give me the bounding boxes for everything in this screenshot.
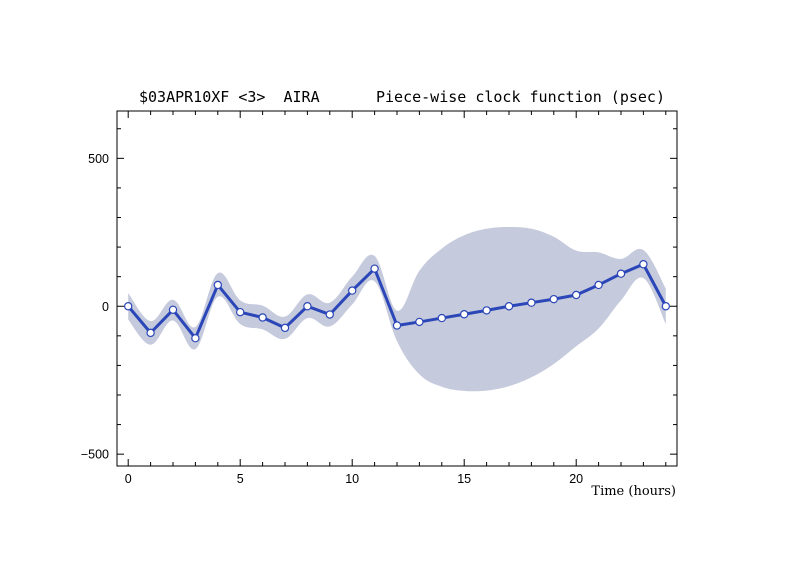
data-point	[415, 317, 424, 327]
data-point	[616, 269, 626, 278]
data-point	[168, 305, 178, 314]
data-point	[549, 294, 559, 304]
data-point	[213, 280, 222, 290]
data-point	[303, 302, 312, 311]
data-point	[325, 310, 334, 319]
data-point	[572, 290, 581, 300]
x-tick-label: 10	[345, 472, 359, 486]
y-tick-label: −500	[81, 448, 109, 462]
data-point	[280, 323, 290, 333]
data-point	[191, 334, 200, 343]
data-point	[460, 310, 469, 319]
uncertainty-band-layer	[128, 226, 666, 392]
chart-title-left: $03APR10XF <3> AIRA	[139, 88, 320, 106]
data-point	[661, 302, 671, 311]
data-point	[527, 298, 536, 307]
data-point	[504, 302, 514, 311]
data-point	[370, 264, 379, 273]
x-tick-label: 0	[125, 472, 132, 486]
x-tick-label: 15	[457, 472, 471, 486]
data-point	[392, 321, 402, 330]
x-tick-label: 20	[569, 472, 583, 486]
x-axis-label: Time (hours)	[591, 484, 676, 499]
data-point	[482, 306, 491, 315]
data-point	[123, 302, 133, 311]
data-point	[258, 313, 267, 322]
axis-tick-labels: 0 5 10 15 20 −500 0 500	[81, 152, 583, 486]
data-point	[146, 328, 155, 338]
y-tick-label: 0	[102, 300, 109, 314]
x-tick-label: 5	[237, 472, 244, 486]
data-point	[348, 286, 357, 295]
y-tick-label: 500	[88, 152, 109, 166]
chart-title-right: Piece-wise clock function (psec)	[376, 88, 665, 106]
data-point	[639, 260, 648, 269]
uncertainty-band	[128, 226, 666, 392]
data-point-layer	[123, 260, 671, 343]
data-point	[437, 313, 446, 323]
data-point	[594, 280, 603, 290]
data-point	[235, 307, 245, 317]
axis-ticks	[117, 111, 677, 466]
